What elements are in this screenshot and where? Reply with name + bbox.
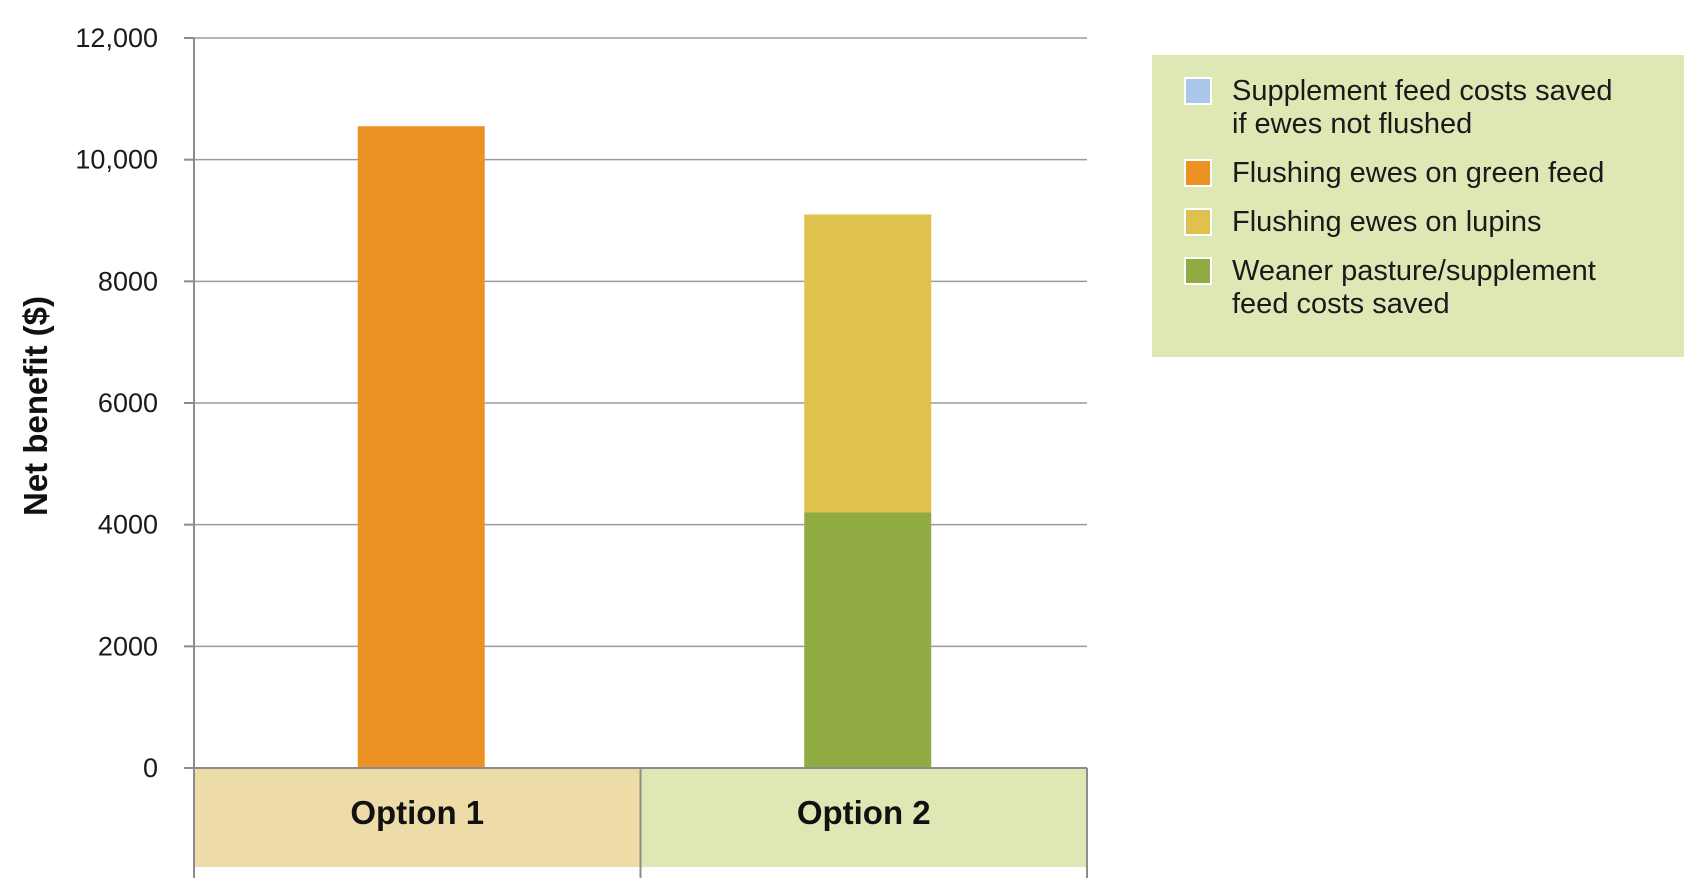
legend: Supplement feed costs saved if ewes not … <box>1152 55 1684 357</box>
legend-swatch <box>1184 208 1212 236</box>
legend-label: Flushing ewes on lupins <box>1232 206 1542 238</box>
axes <box>184 37 1088 878</box>
bars <box>357 126 932 769</box>
legend-swatch <box>1184 159 1212 187</box>
legend-label: Supplement feed costs saved if ewes not … <box>1232 75 1613 140</box>
y-tick-label: 4000 <box>98 510 158 540</box>
y-tick-label: 8000 <box>98 266 158 296</box>
legend-swatch <box>1184 77 1212 105</box>
bar-segment <box>804 214 932 513</box>
y-tick-label: 6000 <box>98 388 158 418</box>
y-tick-labels: 0 2000 4000 6000 8000 10,000 12,000 <box>75 23 158 783</box>
y-tick-label: 12,000 <box>75 23 158 53</box>
legend-item: Flushing ewes on green feed <box>1184 157 1664 190</box>
legend-label: Flushing ewes on green feed <box>1232 157 1605 189</box>
y-tick-label: 0 <box>143 753 158 783</box>
category-band <box>194 768 641 867</box>
legend-label: Weaner pasture/supplement feed costs sav… <box>1232 255 1596 320</box>
x-category-label: Option 2 <box>797 794 931 831</box>
category-bands <box>194 768 1087 867</box>
bar-segment <box>804 512 932 768</box>
legend-swatch <box>1184 257 1212 285</box>
y-tick-label: 2000 <box>98 631 158 661</box>
gridlines <box>194 37 1087 648</box>
y-axis-title: Net benefit ($) <box>17 296 54 516</box>
x-category-labels: Option 1 Option 2 <box>350 794 930 831</box>
legend-item: Weaner pasture/supplement feed costs sav… <box>1184 255 1664 321</box>
bar-segment <box>357 126 485 769</box>
x-category-label: Option 1 <box>350 794 484 831</box>
legend-item: Flushing ewes on lupins <box>1184 206 1664 239</box>
legend-item: Supplement feed costs saved if ewes not … <box>1184 75 1664 141</box>
category-band <box>640 768 1087 867</box>
y-tick-label: 10,000 <box>75 145 158 175</box>
